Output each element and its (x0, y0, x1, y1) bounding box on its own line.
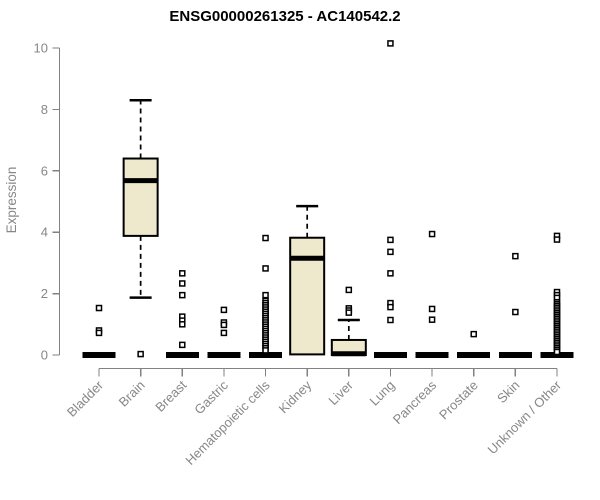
outlier-point-lung (387, 303, 394, 311)
outlier-point-skin (512, 308, 519, 316)
y-tick-label: 4 (41, 225, 48, 240)
boxplot-breast (165, 270, 199, 358)
box-kidney (289, 236, 326, 356)
y-axis-label: Expression (4, 167, 19, 234)
outlier-point-hematopoietic-cells (262, 265, 269, 272)
boxplot-skin (498, 252, 532, 358)
outlier-point-pancreas (428, 230, 436, 238)
x-tick-label-brain: Brain (116, 378, 148, 410)
x-tick-label-prostate: Prostate (436, 378, 481, 423)
boxplot-pancreas (415, 230, 449, 358)
outlier-point-bladder (95, 329, 103, 337)
outlier-point-breast (179, 270, 186, 277)
boxplot-gastric (207, 306, 241, 358)
boxes-group (82, 40, 574, 358)
boxplot-prostate (457, 330, 491, 358)
x-tick-label-bladder: Bladder (64, 377, 107, 420)
outlier-point-lung (387, 316, 394, 324)
boxplot-unknown-other (540, 232, 574, 358)
outlier-point-unknown-other (553, 348, 561, 356)
x-tick-label-breast: Breast (152, 377, 189, 414)
outlier-point-pancreas (428, 305, 436, 313)
collapsed-box-pancreas (415, 352, 449, 358)
outlier-point-brain (137, 350, 144, 358)
collapsed-box-gastric (207, 352, 241, 358)
y-tick-label: 6 (41, 163, 48, 178)
outlier-point-breast (179, 291, 186, 299)
x-tick-label-kidney: Kidney (276, 377, 315, 416)
outlier-point-hematopoietic-cells (262, 291, 269, 299)
boxplot-kidney (289, 204, 326, 356)
outlier-point-bladder (95, 304, 103, 312)
outlier-point-lung (387, 248, 394, 256)
collapsed-box-bladder (82, 352, 116, 358)
outlier-point-breast (179, 280, 186, 287)
boxplot-hematopoietic-cells (249, 234, 283, 358)
outlier-point-gastric (220, 329, 228, 337)
x-tick-label-liver: Liver (325, 377, 356, 408)
boxplot-lung (373, 40, 407, 358)
collapsed-box-breast (165, 352, 199, 358)
collapsed-box-skin (498, 352, 532, 358)
outlier-point-pancreas (428, 316, 436, 323)
outlier-point-unknown-other (553, 236, 561, 243)
y-tick-label: 8 (41, 102, 48, 117)
collapsed-box-hematopoietic-cells (249, 352, 283, 358)
outlier-point-gastric (220, 306, 228, 314)
boxplot-brain (122, 98, 159, 358)
outlier-point-liver (345, 286, 353, 294)
boxplot-bladder (82, 304, 116, 358)
y-tick-label: 0 (41, 348, 48, 363)
y-tick-label: 10 (34, 41, 48, 56)
outlier-point-skin (512, 252, 519, 260)
outlier-point-liver (345, 309, 353, 316)
chart-title: ENSG00000261325 - AC140542.2 (169, 8, 400, 25)
x-tick-label-gastric: Gastric (191, 377, 231, 417)
y-tick-label: 2 (41, 286, 48, 301)
outlier-point-hematopoietic-cells (262, 234, 269, 242)
outlier-point-lung (387, 236, 394, 244)
collapsed-box-prostate (457, 352, 491, 358)
outlier-point-gastric (220, 321, 228, 329)
outlier-point-prostate (470, 330, 477, 338)
x-tick-label-unknown-other: Unknown / Other (485, 377, 565, 457)
outlier-point-breast (179, 341, 186, 349)
collapsed-box-lung (373, 352, 407, 358)
outlier-point-hematopoietic-cells (262, 347, 269, 354)
x-tick-label-lung: Lung (367, 378, 398, 409)
outlier-point-breast (179, 321, 186, 328)
boxplot-liver (330, 286, 367, 357)
outlier-point-lung (387, 40, 394, 47)
x-tick-label-skin: Skin (494, 378, 522, 406)
x-tick-label-pancreas: Pancreas (390, 377, 440, 427)
outlier-point-lung (387, 270, 394, 277)
box-brain (122, 157, 159, 237)
